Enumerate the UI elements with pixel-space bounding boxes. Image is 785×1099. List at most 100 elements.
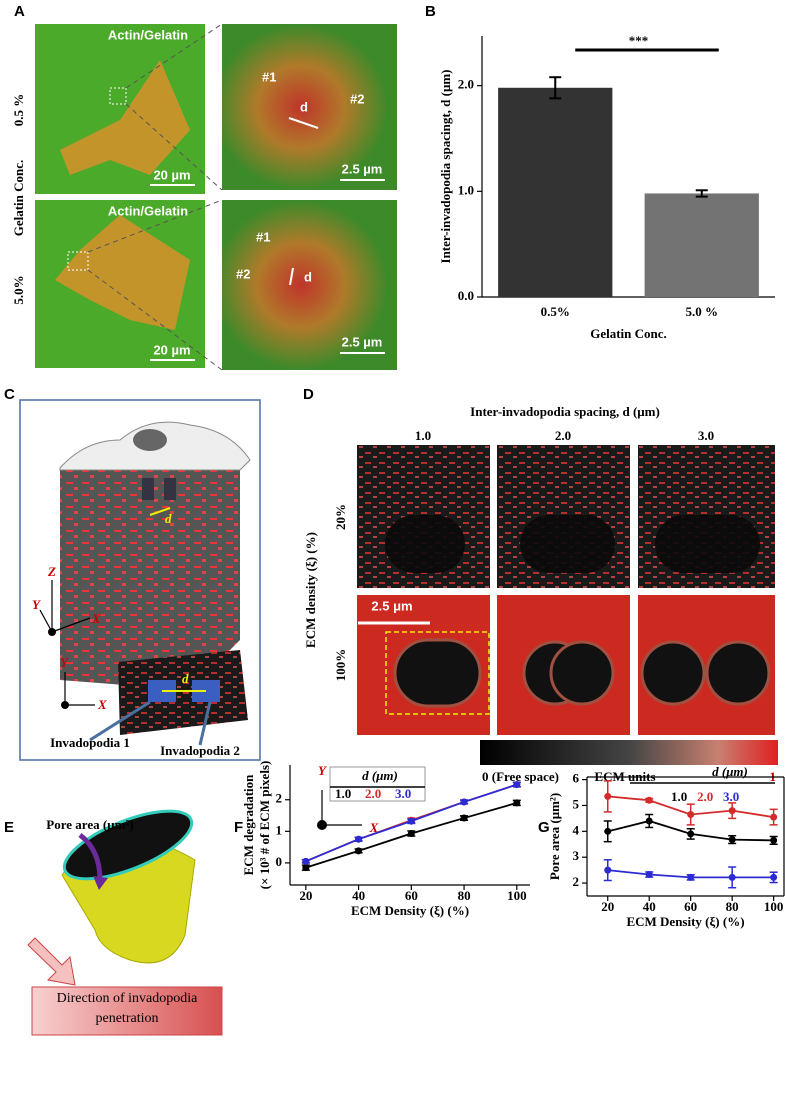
legend-label: 2.0 <box>697 789 713 804</box>
legend-label: 1.0 <box>671 789 687 804</box>
point <box>687 811 695 819</box>
marker-label: #1 <box>256 229 270 244</box>
y-tick-label: 1.0 <box>458 182 474 197</box>
panel-d <box>317 445 778 830</box>
image-title: Actin/Gelatin <box>108 203 188 218</box>
axis-label: Gelatin Conc. <box>11 160 26 237</box>
spacing-label: d <box>165 511 172 526</box>
panel-title: Inter-invadopodia spacing, d (μm) <box>470 404 660 419</box>
column-label: 3.0 <box>698 428 714 443</box>
panel-c <box>19 399 261 761</box>
x-tick-label: 100 <box>764 899 784 914</box>
scale-label: 20 µm <box>153 342 190 357</box>
row-label: 100% <box>333 649 348 682</box>
point <box>604 827 612 835</box>
point <box>687 830 695 838</box>
legend-box <box>329 766 426 802</box>
point <box>645 796 653 804</box>
y-tick-label: 2 <box>573 874 580 889</box>
legend-label: 2.0 <box>365 786 381 801</box>
point <box>407 830 415 838</box>
image-title: Actin/Gelatin <box>108 27 188 42</box>
point <box>770 836 778 844</box>
axis-label: Y <box>32 597 41 612</box>
point <box>460 814 468 822</box>
point <box>687 873 695 881</box>
x-axis-label: Gelatin Conc. <box>590 326 667 341</box>
significance-label: *** <box>629 33 649 48</box>
point <box>355 847 363 855</box>
y-tick-label: 2 <box>276 791 283 806</box>
axis-label: ECM density (ξ) (%) <box>303 532 318 648</box>
column-label: 2.0 <box>555 428 571 443</box>
x-axis-label: ECM Density (ξ) (%) <box>626 914 744 929</box>
point <box>513 781 521 789</box>
point <box>770 813 778 821</box>
axis-label: X <box>369 820 379 835</box>
axis-label: X <box>97 697 107 712</box>
axis-label: Y <box>318 763 327 778</box>
scale-label: 20 µm <box>153 167 190 182</box>
legend-label: 1.0 <box>335 786 351 801</box>
marker-label: #2 <box>236 266 250 281</box>
point <box>728 836 736 844</box>
y-tick-label: 3 <box>573 848 580 863</box>
invadopodia-label: Invadopodia 2 <box>160 743 240 758</box>
panel-label: E <box>4 819 14 836</box>
row-label: 5.0% <box>11 275 26 304</box>
x-tick-label: 100 <box>507 888 527 903</box>
scale-label: 2.5 μm <box>371 598 412 613</box>
point <box>302 857 310 865</box>
legend-title: d (μm) <box>362 768 398 783</box>
point <box>728 873 736 881</box>
y-axis-label: Inter-invadopodia spacingt, d (μm) <box>438 70 453 264</box>
axis-label: X <box>91 611 101 626</box>
scale-label: 2.5 µm <box>342 334 383 349</box>
x-tick-label: 60 <box>684 899 697 914</box>
point <box>355 835 363 843</box>
point <box>302 864 310 872</box>
y-tick-label: 0.0 <box>458 288 474 303</box>
x-tick-label: 0.5% <box>541 304 570 319</box>
panel-label: G <box>538 819 550 836</box>
axis-label: Z <box>47 564 56 579</box>
point <box>770 873 778 881</box>
x-axis-label: ECM Density (ξ) (%) <box>351 903 469 918</box>
y-axis-label: Pore area (μm²) <box>547 793 562 880</box>
x-tick-label: 20 <box>601 899 614 914</box>
panel-a <box>35 23 397 371</box>
column-label: 1.0 <box>415 428 431 443</box>
pore-label: Pore area (µm²) <box>46 817 133 832</box>
legend-title: d (μm) <box>712 764 748 779</box>
direction-box: Direction of invadopodia penetration <box>56 991 198 1026</box>
colorbar-label: 0 (Free space) <box>482 769 559 784</box>
spacing-label: d <box>182 671 189 686</box>
x-tick-label: 80 <box>458 888 471 903</box>
x-tick-label: 80 <box>726 899 739 914</box>
x-tick-label: 60 <box>405 888 418 903</box>
invadopodia-label: Invadopodia 1 <box>50 735 130 750</box>
y-tick-label: 1 <box>276 822 283 837</box>
y-tick-label: 6 <box>573 771 580 786</box>
direction-label: Direction of invadopodia penetration <box>56 991 198 1026</box>
scale-label: 2.5 µm <box>342 161 383 176</box>
axis-label: Y <box>60 655 69 670</box>
panel-label: A <box>14 3 25 20</box>
x-tick-label: 20 <box>299 888 312 903</box>
point <box>604 866 612 874</box>
panel-label: F <box>234 819 243 836</box>
y-tick-label: 5 <box>573 796 580 811</box>
y-tick-label: 0 <box>276 854 283 869</box>
point <box>728 807 736 815</box>
y-tick-label: 4 <box>573 822 580 837</box>
bar <box>644 193 759 297</box>
spacing-label: d <box>300 99 308 114</box>
x-tick-label: 40 <box>643 899 656 914</box>
panel-label: B <box>425 3 436 20</box>
legend-label: 3.0 <box>723 789 739 804</box>
x-tick-label: 5.0 % <box>686 304 719 319</box>
spacing-label: d <box>304 269 312 284</box>
point <box>645 871 653 879</box>
point <box>604 792 612 800</box>
